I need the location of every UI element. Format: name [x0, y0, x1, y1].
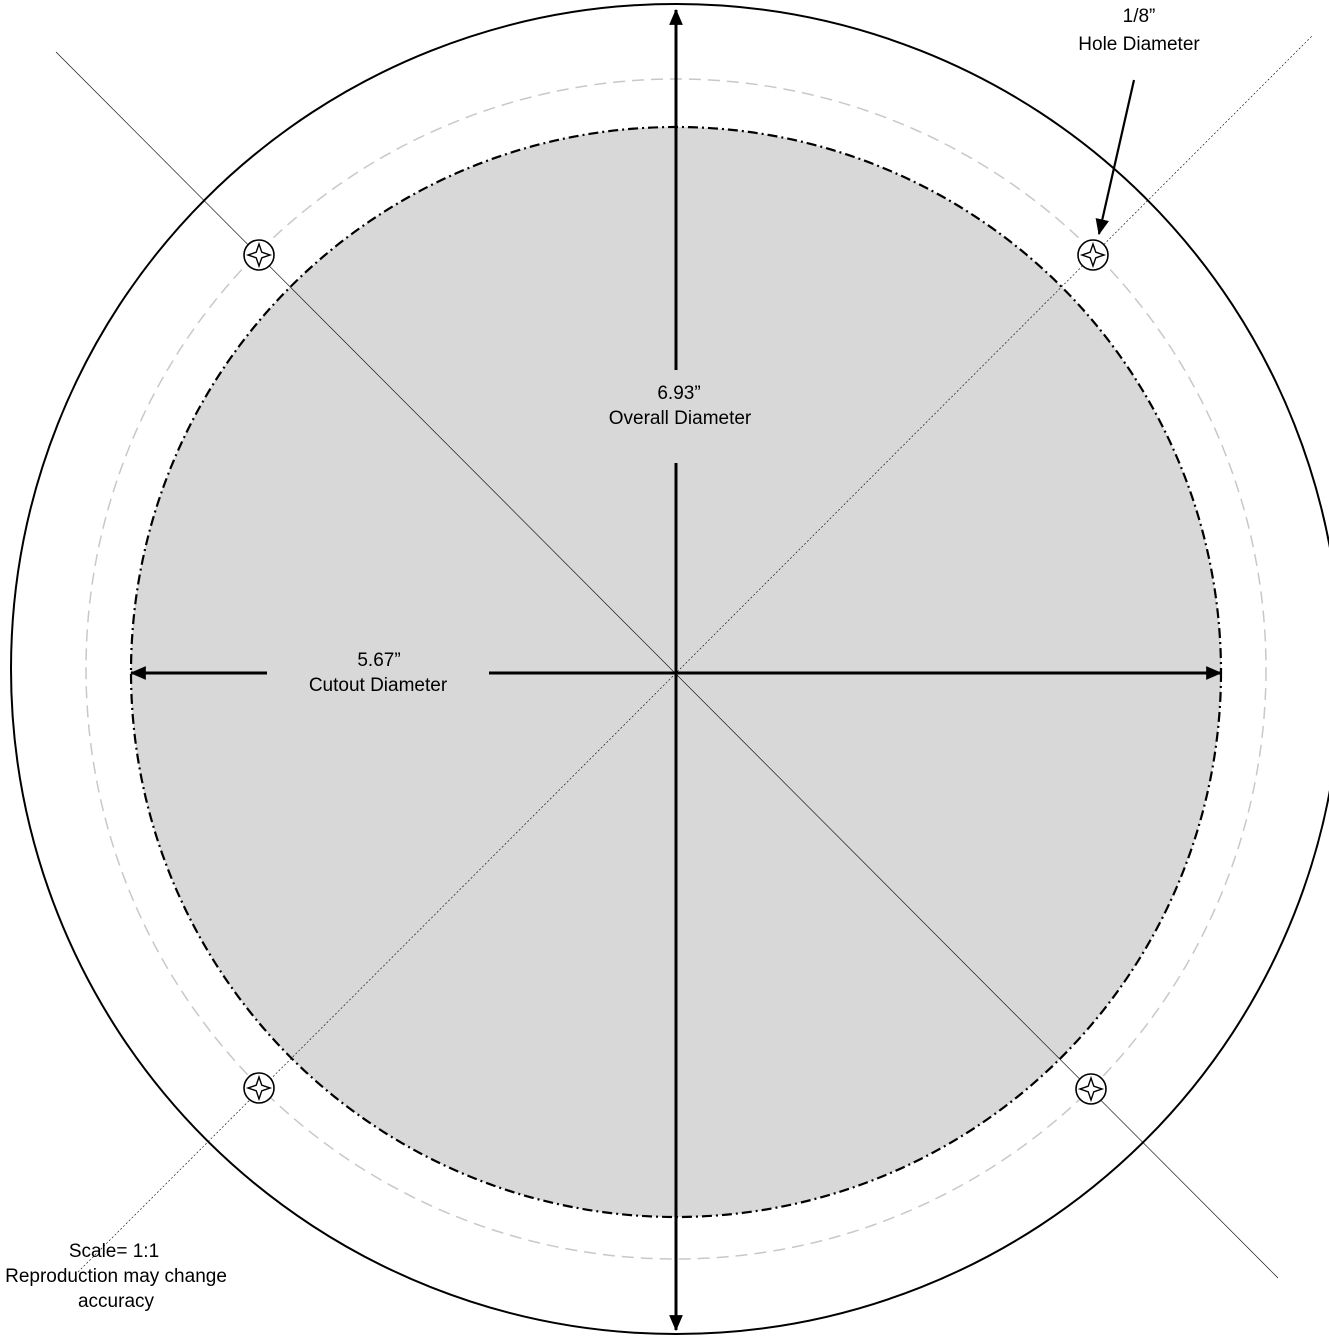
mounting-hole-icon	[243, 1072, 275, 1104]
overall-diameter-caption: Overall Diameter	[609, 408, 752, 429]
hole-leader-arrow	[1095, 79, 1136, 236]
mounting-hole-icon	[243, 239, 275, 271]
mounting-hole-icon	[1077, 239, 1109, 271]
cutout-diameter-caption: Cutout Diameter	[309, 675, 448, 696]
overall-diameter-value: 6.93”	[657, 383, 700, 404]
cutout-diameter-value: 5.67”	[357, 650, 400, 671]
hole-diameter-value: 1/8”	[1123, 6, 1156, 27]
hole-diameter-caption: Hole Diameter	[1078, 34, 1200, 55]
overall-circle	[10, 3, 1329, 1335]
scale-note-line1: Scale= 1:1	[69, 1241, 159, 1262]
diagonal-line-sw-ne	[77, 35, 1313, 1273]
scale-note-line2: Reproduction may change	[5, 1266, 227, 1287]
mounting-hole-icon	[1075, 1073, 1107, 1105]
scale-note-line3: accuracy	[78, 1291, 155, 1312]
